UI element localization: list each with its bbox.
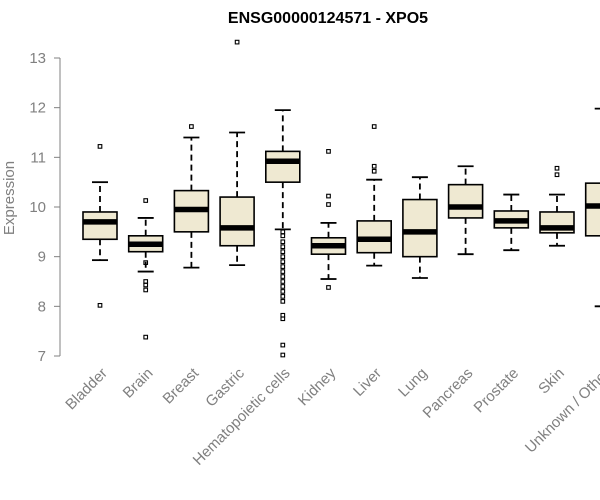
box-prostate [493,193,530,252]
outlier-point [280,264,286,269]
outlier-point [326,285,331,290]
outlier-point [326,193,331,199]
box-hematopoietic-cells [264,109,301,358]
outlier-point [280,229,286,235]
boxes-group [82,39,600,358]
x-tick-label: Skin [535,365,568,398]
box-skin [539,165,575,247]
outlier-point [280,284,286,289]
outlier-point [280,254,286,260]
outlier-point [326,149,331,154]
outlier-point [280,274,286,279]
y-axis: 7 8 9 10 11 12 13 [29,50,61,365]
outlier-point [280,239,286,245]
outlier-point [371,163,377,169]
outlier-point [143,282,149,288]
box-brain [127,198,164,340]
outlier-point [280,269,286,274]
box-iqr [219,196,255,247]
x-tick-label: Pancreas [420,365,477,422]
outlier-point [280,259,286,264]
outlier-point [371,168,377,174]
outlier-point [280,352,286,358]
box-kidney [310,149,347,290]
outlier-point [143,334,149,340]
outlier-point [143,198,149,203]
box-pancreas [447,165,484,256]
box-iqr [584,182,600,237]
outlier-point [143,287,149,293]
x-tick-label: Bladder [62,365,111,414]
x-tick-label: Gastric [202,364,248,410]
box-iqr [447,183,484,219]
outlier-point [280,299,286,304]
box-iqr [264,150,301,183]
outlier-point [280,316,286,322]
x-tick-label: Lung [395,365,431,401]
y-tick-label: 7 [38,348,46,365]
chart-title: ENSG00000124571 - XPO5 [228,10,428,27]
outlier-point [97,302,103,308]
x-tick-label: Prostate [471,365,523,417]
outlier-point [280,294,286,299]
outlier-point [554,172,560,178]
outlier-point [371,124,377,129]
x-tick-label: Brain [120,365,157,402]
outlier-point [143,260,149,265]
box-unknown-other [584,107,600,308]
outlier-point [554,165,560,171]
outlier-point [280,279,286,284]
x-tick-label: Liver [350,365,385,400]
outlier-point [326,202,331,207]
outlier-point [280,233,286,239]
outlier-point [97,144,103,149]
box-breast [173,124,210,269]
box-liver [356,124,393,267]
box-iqr [402,198,438,258]
box-gastric [219,39,255,267]
y-tick-label: 11 [30,149,46,166]
x-tick-label: Breast [160,364,203,407]
outlier-point [234,39,240,45]
y-tick-label: 8 [38,298,46,315]
y-tick-label: 9 [38,249,46,266]
outlier-point [280,244,286,250]
outlier-point [189,124,194,129]
box-iqr [82,211,118,241]
outlier-point [280,289,286,294]
box-bladder [82,144,118,308]
box-lung [402,176,438,279]
y-axis-label: Expression [1,161,18,235]
x-tick-label: Kidney [295,364,340,409]
outlier-point [280,249,286,255]
y-tick-label: 13 [29,50,46,67]
y-tick-label: 10 [29,199,46,216]
y-tick-label: 12 [29,100,46,117]
outlier-point [280,342,286,348]
